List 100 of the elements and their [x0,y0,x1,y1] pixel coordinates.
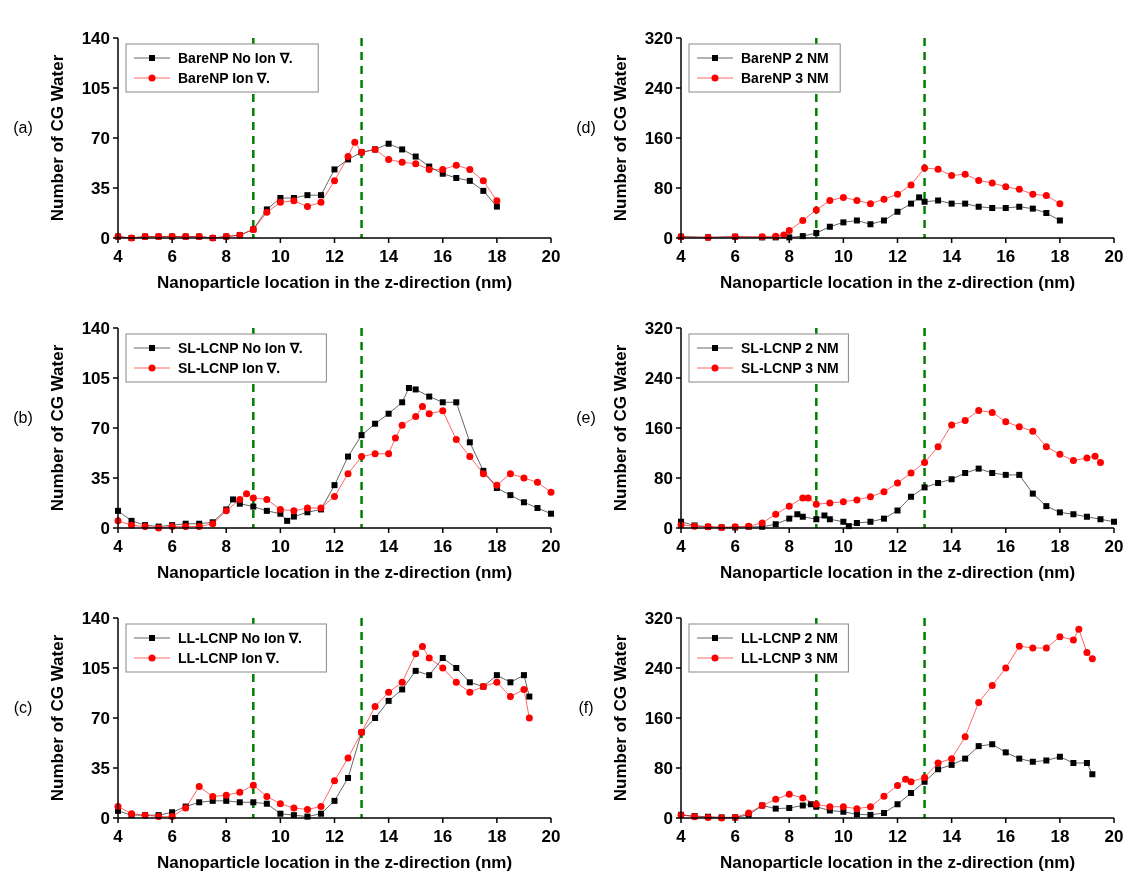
x-tick-label: 18 [487,247,507,266]
x-axis-title: Nanoparticle location in the z-direction (nm) [719,853,1076,872]
x-tick-label: 10 [270,247,290,266]
x-tick-label: 14 [379,537,399,556]
legend-label: BareNP No Ion ∇. [178,49,293,66]
legend-label: BareNP 3 NM [741,69,829,86]
x-tick-label: 8 [221,537,231,556]
legend-label: LL-LCNP Ion ∇. [178,649,280,666]
y-tick-label: 240 [644,368,673,388]
x-tick-label: 6 [730,537,740,556]
y-tick-label: 80 [654,178,673,198]
text: (b) [13,409,33,426]
y-tick-label: 240 [644,78,673,98]
legend-label: SL-LCNP 3 NM [741,359,839,376]
x-tick-label: 20 [1104,827,1124,846]
y-tick-label: 70 [91,708,110,728]
y-tick-label: 140 [81,318,110,338]
y-tick-label: 0 [100,808,110,828]
x-tick-label: 20 [1104,537,1124,556]
y-tick-label: 0 [663,518,673,538]
x-tick-label: 6 [730,827,740,846]
x-tick-label: 6 [167,247,177,266]
y-axis-title: Number of CG Water [611,634,630,802]
y-axis-title: Number of CG Water [48,344,67,512]
x-tick-label: 10 [270,537,290,556]
x-tick-label: 12 [325,827,344,846]
x-tick-label: 20 [541,827,561,846]
y-tick-label: 240 [644,658,673,678]
y-tick-label: 105 [81,78,110,98]
y-tick-label: 160 [644,128,673,148]
x-tick-label: 16 [433,537,453,556]
y-tick-label: 105 [81,658,110,678]
y-tick-label: 140 [81,28,110,48]
legend-label: LL-LCNP 3 NM [741,649,838,666]
x-tick-label: 12 [888,827,907,846]
x-tick-label: 8 [784,247,794,266]
x-tick-label: 4 [676,827,687,846]
x-axis-title: Nanoparticle location in the z-direction (nm) [719,273,1076,292]
x-tick-label: 8 [784,827,794,846]
text: (f) [578,699,594,716]
text: (e) [576,409,596,426]
x-tick-label: 18 [487,537,507,556]
x-tick-label: 16 [996,537,1016,556]
x-tick-label: 10 [270,827,290,846]
x-tick-label: 14 [379,827,399,846]
x-tick-label: 4 [676,537,687,556]
text: (d) [576,119,596,136]
y-tick-label: 160 [644,708,673,728]
x-tick-label: 16 [996,827,1016,846]
x-tick-label: 8 [784,537,794,556]
x-tick-label: 18 [487,827,507,846]
x-tick-label: 12 [325,537,344,556]
x-tick-label: 16 [433,247,453,266]
legend-label: LL-LCNP No Ion ∇. [178,629,302,646]
y-tick-label: 80 [654,758,673,778]
x-tick-label: 8 [221,247,231,266]
x-tick-label: 18 [1050,537,1070,556]
y-tick-label: 0 [100,518,110,538]
x-tick-label: 4 [113,827,124,846]
x-tick-label: 8 [221,827,231,846]
y-tick-label: 70 [91,418,110,438]
y-tick-label: 70 [91,128,110,148]
legend-label: SL-LCNP 2 NM [741,339,839,356]
y-tick-label: 0 [663,228,673,248]
legend-label: BareNP Ion ∇. [178,69,270,86]
legend-label: SL-LCNP No Ion ∇. [178,339,303,356]
x-tick-label: 20 [541,247,561,266]
y-tick-label: 35 [91,758,110,778]
x-tick-label: 14 [942,827,962,846]
x-axis-title: Nanoparticle location in the z-direction (nm) [156,563,513,582]
x-axis-title: Nanoparticle location in the z-direction (nm) [156,853,513,872]
y-tick-label: 105 [81,368,110,388]
x-tick-label: 4 [113,537,124,556]
y-tick-label: 160 [644,418,673,438]
x-tick-label: 10 [833,247,853,266]
legend-label: LL-LCNP 2 NM [741,629,838,646]
y-axis-title: Number of CG Water [611,344,630,512]
x-tick-label: 20 [1104,247,1124,266]
x-tick-label: 16 [996,247,1016,266]
y-tick-label: 0 [663,808,673,828]
x-tick-label: 6 [167,537,177,556]
x-axis-title: Nanoparticle location in the z-direction (nm) [156,273,513,292]
x-tick-label: 18 [1050,247,1070,266]
x-tick-label: 12 [888,537,907,556]
legend-label: BareNP 2 NM [741,49,829,66]
legend-label: SL-LCNP Ion ∇. [178,359,281,376]
text: (a) [13,119,33,136]
x-tick-label: 6 [167,827,177,846]
y-tick-label: 140 [81,608,110,628]
y-tick-label: 320 [644,318,673,338]
x-axis-title: Nanoparticle location in the z-direction (nm) [719,563,1076,582]
x-tick-label: 20 [541,537,561,556]
x-tick-label: 14 [942,537,962,556]
y-axis-title: Number of CG Water [611,54,630,222]
y-tick-label: 35 [91,468,110,488]
x-tick-label: 10 [833,827,853,846]
x-tick-label: 14 [942,247,962,266]
y-axis-title: Number of CG Water [48,634,67,802]
x-tick-label: 6 [730,247,740,266]
x-tick-label: 10 [833,537,853,556]
